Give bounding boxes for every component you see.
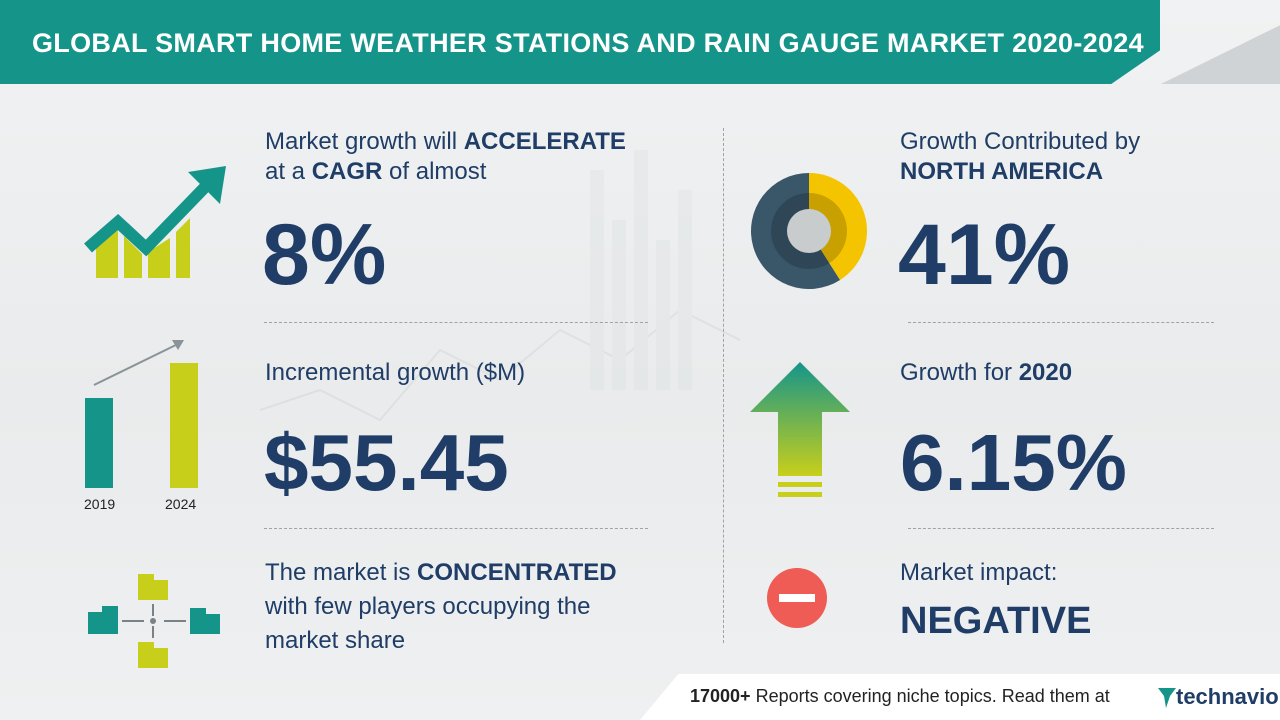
right-divider-1 [908, 322, 1214, 323]
footer-text: 17000+ Reports covering niche topics. Re… [690, 686, 1110, 707]
region-name: NORTH AMERICA [900, 158, 1104, 185]
header-banner [0, 0, 1160, 84]
growth-year-value: 6.15% [900, 418, 1127, 507]
impact-value: NEGATIVE [900, 600, 1092, 642]
growth-year-label-pre: Growth for [900, 359, 1019, 386]
concentration-line1-pre: The market is [265, 559, 418, 586]
region-line2: NORTH AMERICA [900, 155, 1103, 189]
incremental-label: Incremental growth ($M) [265, 359, 526, 386]
cagr-value: 8% [262, 207, 387, 303]
center-divider [723, 128, 724, 643]
page-title: GLOBAL SMART HOME WEATHER STATIONS AND R… [32, 28, 1144, 58]
cagr-line2-post: of almost [382, 158, 487, 185]
donut-hole [787, 209, 831, 253]
bar-label-2024: 2024 [165, 496, 197, 512]
footer-description: Reports covering niche topics. Read them… [750, 686, 1110, 706]
footer-bar [640, 674, 1280, 720]
concentration-line2: with few players occupying the [265, 593, 591, 620]
concentration-line1: The market is CONCENTRATED [265, 556, 617, 590]
footer-count: 17000+ [690, 686, 751, 706]
bar-growth-icon [85, 340, 198, 488]
left-divider-1 [264, 322, 648, 323]
donut-chart-icon [751, 173, 867, 289]
bar-label-2019: 2019 [84, 496, 116, 512]
footer-brand[interactable]: technavio [1176, 684, 1279, 709]
growth-chart-icon [84, 166, 226, 278]
right-divider-2 [908, 528, 1214, 529]
concentration-line3: market share [265, 627, 406, 654]
cagr-text-line1: Market growth will ACCELERATE [265, 125, 626, 159]
buildings-icon [88, 574, 220, 668]
region-value: 41% [898, 207, 1071, 303]
cagr-line2-bold: CAGR [311, 158, 383, 185]
cagr-line1-bold: ACCELERATE [463, 128, 626, 155]
cagr-line2-pre: at a [265, 158, 312, 185]
growth-year-label: Growth for 2020 [900, 356, 1072, 390]
background-decoration [260, 150, 741, 422]
impact-label: Market impact: [900, 559, 1058, 586]
cagr-text-line2: at a CAGR of almost [265, 155, 486, 189]
growth-year-label-bold: 2020 [1018, 359, 1073, 386]
minus-circle-icon [767, 568, 827, 628]
incremental-value: $55.45 [264, 418, 509, 507]
cagr-line1-pre: Market growth will [265, 128, 464, 155]
region-line1: Growth Contributed by [900, 128, 1141, 155]
up-arrow-icon [750, 362, 850, 497]
concentration-line1-bold: CONCENTRATED [417, 559, 617, 586]
donut-segment-region [809, 173, 867, 280]
technavio-logo-icon [1158, 688, 1176, 708]
left-divider-2 [264, 528, 648, 529]
